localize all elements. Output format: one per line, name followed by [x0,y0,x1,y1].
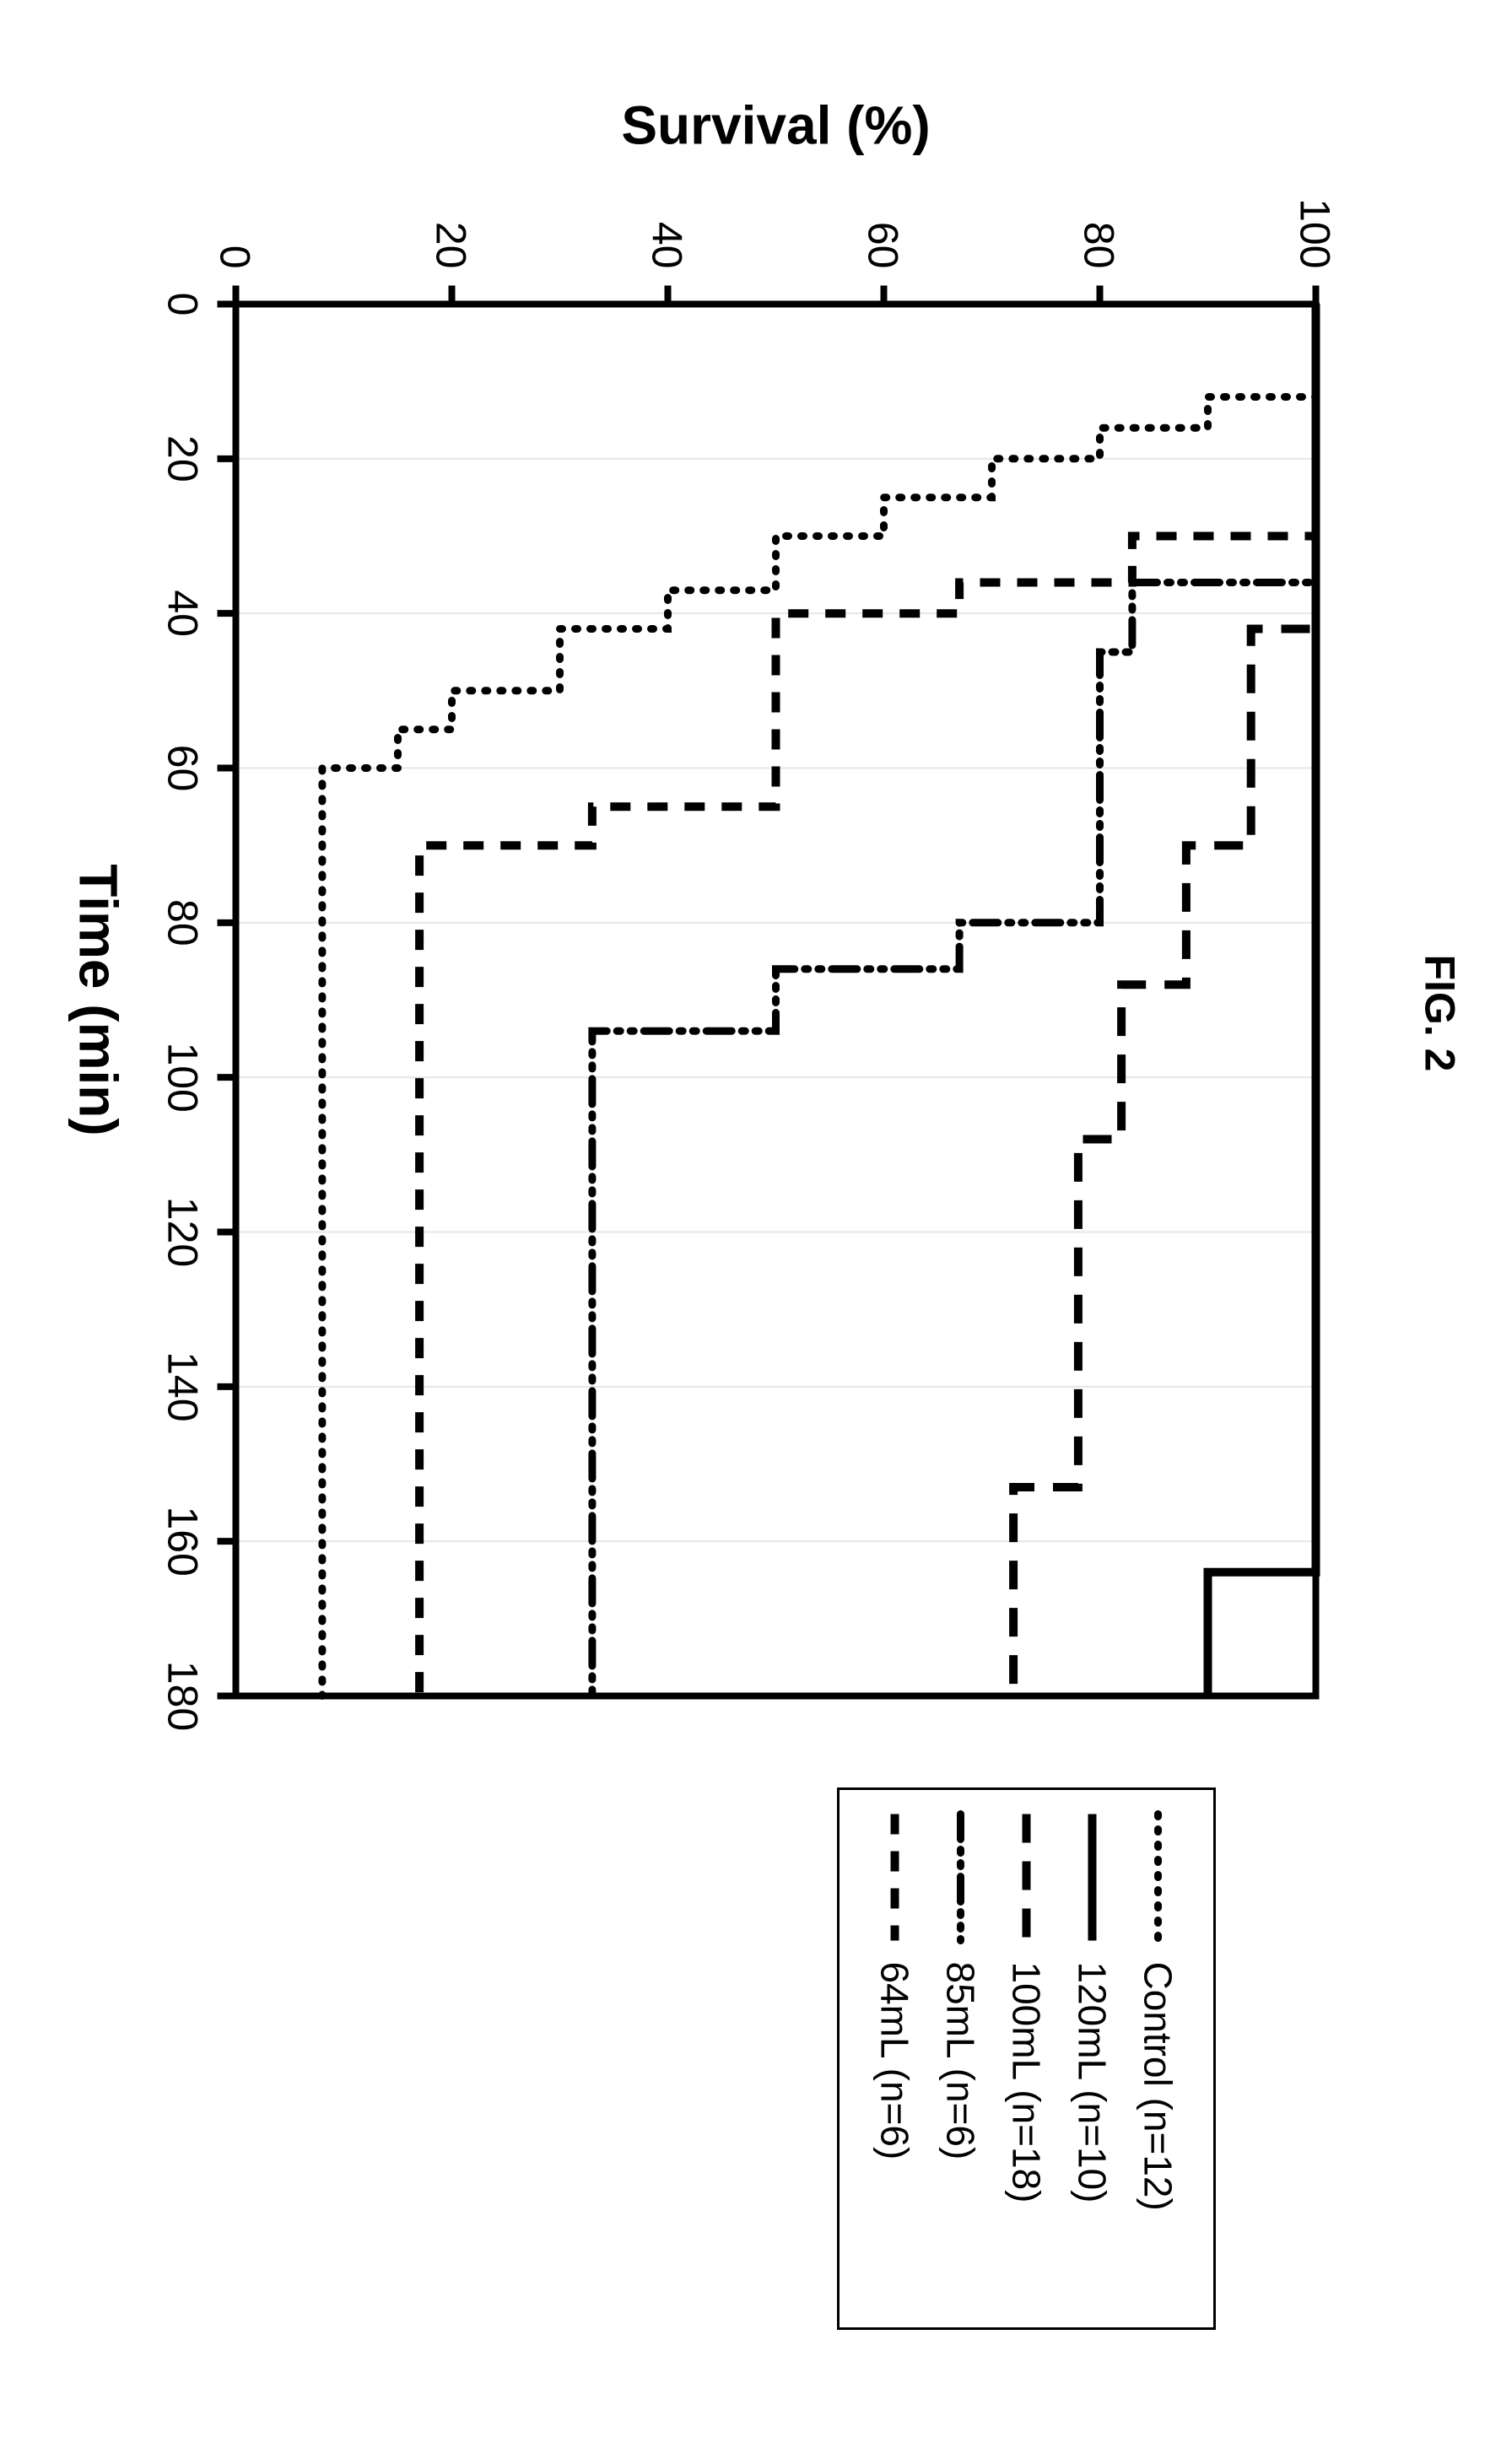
legend-label: 64mL (n=6) [872,1961,916,2159]
y-tick-label: 0 [211,245,258,268]
x-tick-label: 180 [159,1660,206,1730]
x-tick-label: 60 [159,744,206,791]
y-tick-label: 60 [859,221,906,268]
legend-label: 100mL (n=18) [1004,1961,1048,2203]
x-axis-label: Time (min) [67,864,128,1135]
x-tick-label: 160 [159,1506,206,1576]
x-tick-label: 40 [159,590,206,637]
x-tick-label: 80 [159,899,206,946]
legend-label: 85mL (n=6) [938,1961,982,2159]
x-tick-label: 100 [159,1042,206,1112]
x-tick-label: 20 [159,435,206,483]
y-tick-label: 40 [643,221,690,268]
y-tick-label: 80 [1075,221,1122,268]
figure-label: FIG. 2 [1416,954,1463,1071]
x-tick-label: 0 [159,292,206,315]
x-tick-label: 140 [159,1351,206,1421]
legend-label: 120mL (n=10) [1070,1961,1114,2203]
y-tick-label: 100 [1291,198,1338,268]
y-tick-label: 20 [427,221,474,268]
survival-chart: FIG. 2 0 20 40 60 80 100 120 140 160 180 Time (min)… [0,0,1501,2464]
legend-label: Control (n=12) [1136,1961,1180,2210]
rotated-stage: FIG. 2 0 20 40 60 80 100 120 140 160 180 Time (min)… [0,0,1501,2464]
x-tick-label: 120 [159,1196,206,1266]
y-axis-label: Survival (%) [621,94,930,155]
